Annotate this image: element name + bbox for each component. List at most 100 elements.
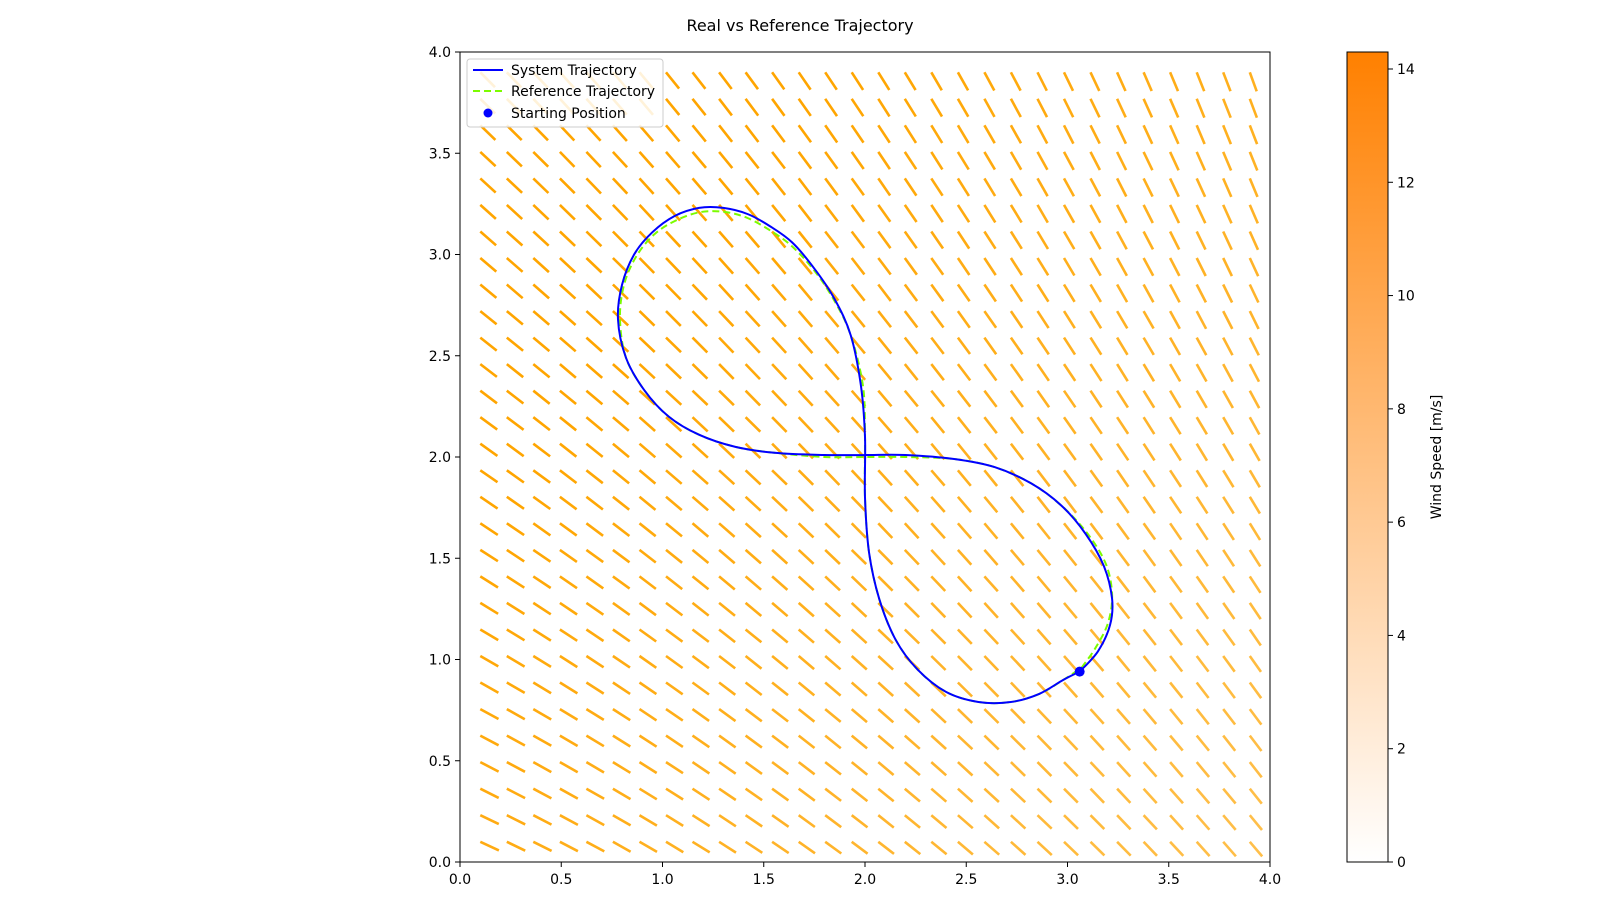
wind-arrow [903,681,921,698]
wind-arrow [1221,124,1233,145]
wind-arrow [850,442,867,460]
wind-arrow [506,814,526,826]
wind-arrow [903,708,921,724]
wind-arrow [1142,390,1156,409]
x-tick-label: 2.5 [955,872,977,888]
wind-arrow [1169,840,1185,857]
wind-arrow [1089,336,1103,356]
wind-arrow [1222,230,1233,251]
wind-arrow [1248,469,1261,488]
wind-arrow [1142,310,1155,330]
wind-arrow [824,310,840,328]
wind-arrow [744,522,762,539]
wind-arrow [1248,496,1262,515]
wind-arrow [612,336,630,353]
wind-arrow [824,71,838,91]
wind-arrow [1248,814,1264,831]
wind-arrow [824,655,842,671]
wind-arrow [956,177,971,197]
wind-arrow [506,681,526,695]
wind-arrow [1116,628,1131,646]
wind-arrow [1248,283,1260,304]
wind-arrow [744,71,760,90]
wind-arrow [1222,496,1235,515]
wind-arrow [1116,787,1132,804]
wind-arrow [1248,337,1260,356]
wind-arrow [771,257,787,275]
wind-arrow [638,336,656,353]
wind-arrow [903,840,922,856]
wind-arrow [585,522,604,537]
wind-arrow [1195,390,1208,409]
wind-arrow [797,548,815,565]
wind-arrow [877,71,891,91]
wind-arrow [1195,708,1210,726]
wind-arrow [612,787,632,801]
wind-arrow [1089,469,1104,488]
wind-arrow [1248,416,1261,436]
wind-arrow [1115,230,1128,250]
wind-arrow [850,98,865,117]
wind-arrow [559,601,578,616]
wind-arrow [559,628,578,642]
wind-arrow [1142,363,1156,382]
wind-arrow [718,708,737,723]
wind-arrow [585,760,605,774]
wind-arrow [506,548,525,563]
wind-arrow [1248,71,1258,92]
wind-arrow [956,124,970,144]
wind-arrow [585,257,603,274]
wind-arrow [744,601,763,617]
wind-arrow [638,124,655,143]
wind-arrow [983,522,999,540]
wind-arrow [930,814,948,829]
wind-arrow [638,787,658,801]
wind-arrow [505,283,524,300]
wind-arrow [585,840,605,853]
wind-arrow [1009,628,1026,646]
wind-arrow [824,124,839,144]
wind-arrow [691,495,709,512]
wind-arrow [665,681,684,696]
wind-arrow [771,681,789,697]
wind-arrow [1036,98,1049,118]
wind-arrow [585,654,605,669]
wind-arrow [1248,151,1259,171]
wind-arrow [1222,283,1234,304]
wind-arrow [983,655,1000,672]
wind-arrow [983,602,999,619]
wind-arrow [930,734,947,750]
wind-arrow [585,681,605,695]
wind-arrow [744,363,761,381]
wind-arrow [1195,575,1210,594]
wind-arrow [877,363,893,381]
wind-arrow [718,522,736,538]
wind-arrow [983,681,1000,698]
wind-arrow [665,654,684,670]
wind-arrow [797,71,812,91]
wind-arrow [1248,628,1262,647]
wind-arrow [479,548,499,563]
wind-arrow [1248,840,1264,858]
wind-arrow [797,230,813,249]
wind-arrow [797,283,813,302]
wind-arrow [479,203,497,220]
wind-arrow [850,761,869,776]
wind-arrow [1195,257,1207,277]
wind-arrow [479,310,498,326]
wind-arrow [903,787,921,803]
wind-arrow [1009,416,1025,435]
wind-arrow [585,363,604,379]
wind-arrow [665,310,682,327]
wind-arrow [903,283,919,302]
wind-arrow [1195,98,1206,119]
y-tick-label: 4.0 [429,45,451,61]
wind-arrow [664,97,681,116]
wind-arrow [691,654,710,670]
wind-arrow [691,734,711,749]
wind-arrow [1009,761,1027,777]
wind-arrow [957,814,974,830]
wind-arrow [665,363,682,380]
wind-arrow [1222,390,1235,409]
wind-arrow [691,708,710,722]
